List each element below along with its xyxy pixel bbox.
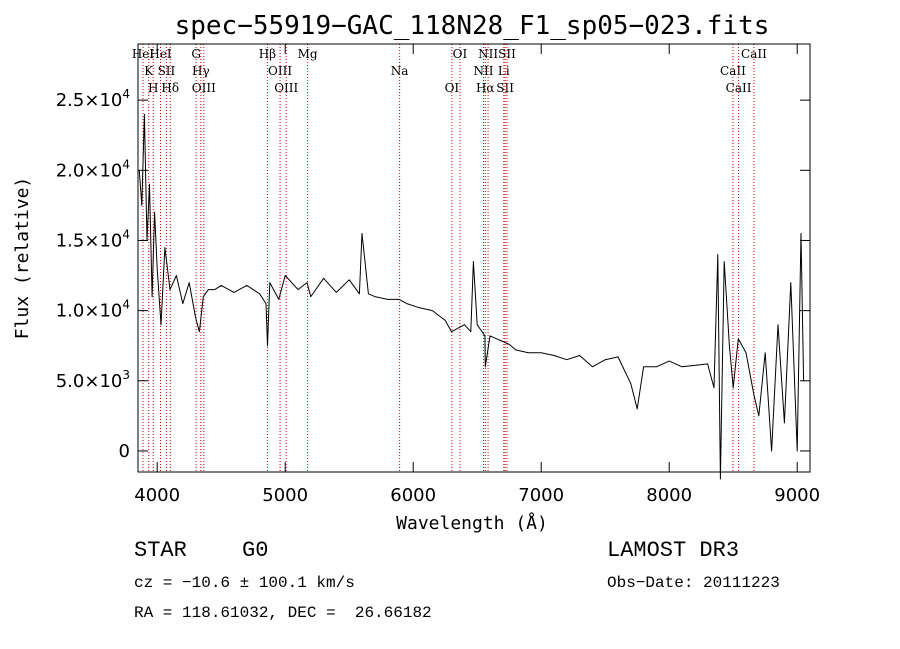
coordinates: RA = 118.61032, DEC = 26.66182 bbox=[134, 604, 432, 622]
x-axis-label: Wavelength (Å) bbox=[396, 512, 548, 534]
object-class: STAR bbox=[134, 538, 187, 563]
line-marker-label: SII bbox=[496, 81, 514, 95]
line-marker-label: K bbox=[144, 64, 154, 78]
line-marker-label: Hα bbox=[476, 81, 495, 95]
line-marker-label: SII bbox=[158, 64, 176, 78]
spectrum-line bbox=[138, 113, 805, 480]
line-marker-label: OIII bbox=[192, 81, 216, 95]
plot-area: HeIKHHeISIIHδGHγOIIIHβOIIIOIIIMgNaOIOINI… bbox=[132, 44, 805, 480]
line-marker-label: Na bbox=[391, 64, 409, 78]
line-marker-label: Li bbox=[498, 64, 510, 78]
line-marker-label: SII bbox=[498, 47, 516, 61]
velocity-readout: cz = −10.6 ± 100.1 km/s bbox=[134, 574, 355, 592]
line-marker-label: G bbox=[191, 47, 201, 61]
x-tick-label: 8000 bbox=[646, 485, 692, 506]
y-tick-label: 2.0×104 bbox=[56, 157, 130, 181]
line-marker-label: CaII bbox=[741, 47, 767, 61]
line-marker-label: NII bbox=[473, 64, 493, 78]
line-marker-label: OI bbox=[445, 81, 460, 95]
line-marker-label: HeI bbox=[149, 47, 172, 61]
x-tick-label: 6000 bbox=[390, 485, 436, 506]
line-marker-label: Hβ bbox=[259, 47, 276, 61]
obs-date: Obs−Date: 20111223 bbox=[607, 574, 780, 592]
chart-title: spec−55919−GAC_118N28_F1_sp05−023.fits bbox=[175, 11, 770, 41]
x-tick-label: 9000 bbox=[774, 485, 820, 506]
y-axis-label: Flux (relative) bbox=[12, 177, 33, 340]
y-tick-label: 1.5×104 bbox=[56, 227, 130, 251]
line-marker-label: CaII bbox=[720, 64, 746, 78]
subclass: G0 bbox=[242, 538, 269, 563]
line-marker-label: Hγ bbox=[192, 64, 210, 78]
y-tick-label: 0 bbox=[119, 441, 130, 462]
line-marker-label: Mg bbox=[298, 47, 318, 61]
line-marker-label: Hδ bbox=[161, 81, 179, 95]
x-tick-label: 7000 bbox=[518, 485, 564, 506]
y-tick-label: 1.0×104 bbox=[56, 298, 130, 322]
line-marker-label: OI bbox=[453, 47, 468, 61]
line-marker-label: CaII bbox=[726, 81, 752, 95]
line-marker-label: OIII bbox=[268, 64, 292, 78]
x-tick-label: 5000 bbox=[262, 485, 308, 506]
line-marker-label: H bbox=[148, 81, 158, 95]
line-marker-label: OIII bbox=[274, 81, 298, 95]
line-marker-label: NII bbox=[478, 47, 498, 61]
plot-frame bbox=[137, 43, 811, 473]
y-tick-label: 2.5×104 bbox=[56, 87, 130, 111]
y-tick-label: 5.0×103 bbox=[56, 368, 130, 392]
x-tick-label: 4000 bbox=[134, 485, 180, 506]
survey-label: LAMOST DR3 bbox=[607, 538, 740, 563]
